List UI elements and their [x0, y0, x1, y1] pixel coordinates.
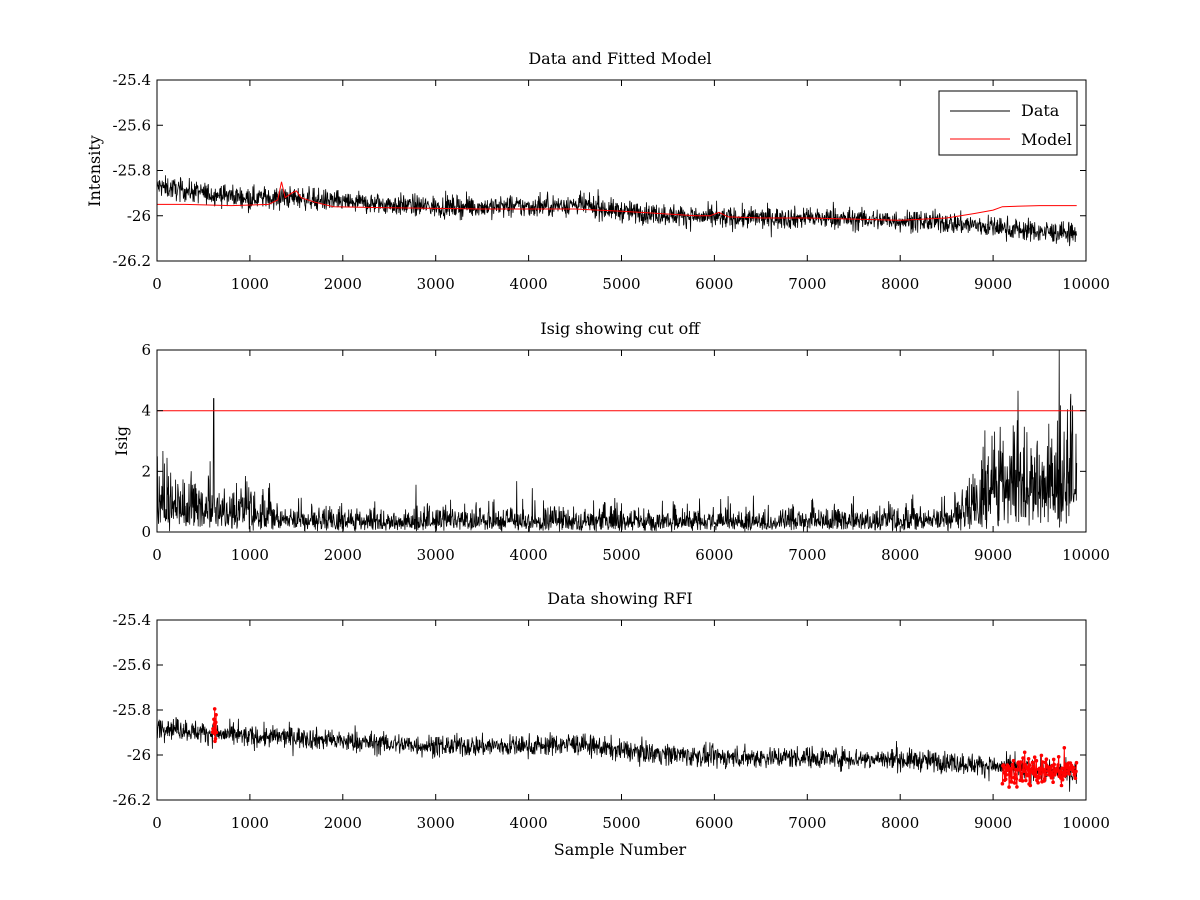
x-tick-label: 4000 — [510, 275, 548, 293]
panel-data-and-fitted-model: Data and Fitted Model Intensity 0 1000 200… — [85, 49, 1110, 293]
x-tick-label: 10000 — [1062, 275, 1110, 293]
x-tick-label: 1000 — [231, 546, 269, 564]
x-tick-label: 0 — [152, 814, 162, 832]
x-tick-label: 1000 — [231, 275, 269, 293]
x-tick-label: 9000 — [974, 546, 1012, 564]
x-tick-label: 9000 — [974, 814, 1012, 832]
x-tick-label: 2000 — [324, 546, 362, 564]
chart-title: Data and Fitted Model — [528, 49, 711, 68]
chart-title: Isig showing cut off — [540, 319, 701, 338]
x-tick-label: 6000 — [695, 275, 733, 293]
x-tick-label: 6000 — [695, 546, 733, 564]
y-tick-label: -26.2 — [113, 252, 151, 270]
x-tick-label: 10000 — [1062, 546, 1110, 564]
legend-label-model: Model — [1021, 130, 1072, 149]
x-tick-label: 5000 — [602, 814, 640, 832]
legend-label-data: Data — [1021, 101, 1060, 120]
y-tick-label: 2 — [141, 462, 151, 480]
panel-data-showing-rfi: Data showing RFI 0 1000 2000 3000 4000 5000 60… — [113, 589, 1110, 859]
y-tick-label: 0 — [141, 523, 151, 541]
y-tick-label: -26 — [127, 746, 151, 764]
rfi-region-1 — [1000, 746, 1079, 789]
x-tick-label: 2000 — [324, 275, 362, 293]
x-tick-label: 4000 — [510, 546, 548, 564]
x-tick-label: 7000 — [788, 546, 826, 564]
series-line-0 — [156, 349, 1078, 532]
y-tick-label: -25.6 — [113, 116, 151, 134]
x-axis-label: Sample Number — [554, 840, 687, 859]
x-tick-label: 8000 — [881, 546, 919, 564]
x-tick-label: 3000 — [417, 546, 455, 564]
y-tick-label: -25.8 — [113, 162, 151, 180]
y-tick-label: 6 — [141, 341, 151, 359]
x-tick-label: 5000 — [602, 546, 640, 564]
rfi-region-0 — [210, 707, 219, 744]
y-tick-label: 4 — [141, 402, 151, 420]
y-axis-label: Intensity — [85, 135, 104, 207]
rfi-line — [212, 708, 217, 742]
x-tick-label: 5000 — [602, 275, 640, 293]
x-tick-label: 2000 — [324, 814, 362, 832]
legend: Data Model — [938, 90, 1078, 156]
y-tick-label: -25.8 — [113, 701, 151, 719]
y-tick-label: -26 — [127, 207, 151, 225]
x-tick-label: 1000 — [231, 814, 269, 832]
x-tick-label: 0 — [152, 546, 162, 564]
chart-title: Data showing RFI — [547, 589, 692, 608]
x-tick-label: 7000 — [788, 814, 826, 832]
x-tick-label: 8000 — [881, 814, 919, 832]
x-tick-label: 10000 — [1062, 814, 1110, 832]
x-tick-label: 4000 — [510, 814, 548, 832]
y-tick-label: -25.6 — [113, 656, 151, 674]
x-tick-label: 0 — [152, 275, 162, 293]
x-tick-label: 9000 — [974, 275, 1012, 293]
y-tick-label: -25.4 — [113, 611, 151, 629]
series-line-0 — [156, 175, 1078, 247]
x-tick-label: 6000 — [695, 814, 733, 832]
legend-box — [938, 90, 1078, 156]
y-tick-label: -26.2 — [113, 791, 151, 809]
x-tick-label: 7000 — [788, 275, 826, 293]
series-line-0 — [156, 717, 1078, 792]
y-tick-label: -25.4 — [113, 71, 151, 89]
series-model — [157, 181, 1077, 221]
x-tick-label: 8000 — [881, 275, 919, 293]
y-axis-label: Isig — [112, 426, 131, 456]
x-tick-label: 3000 — [417, 814, 455, 832]
rfi-line — [1001, 747, 1077, 788]
x-tick-label: 3000 — [417, 275, 455, 293]
panel-isig-cutoff: Isig showing cut off Isig 0 1000 2000 3000 4… — [112, 319, 1110, 564]
